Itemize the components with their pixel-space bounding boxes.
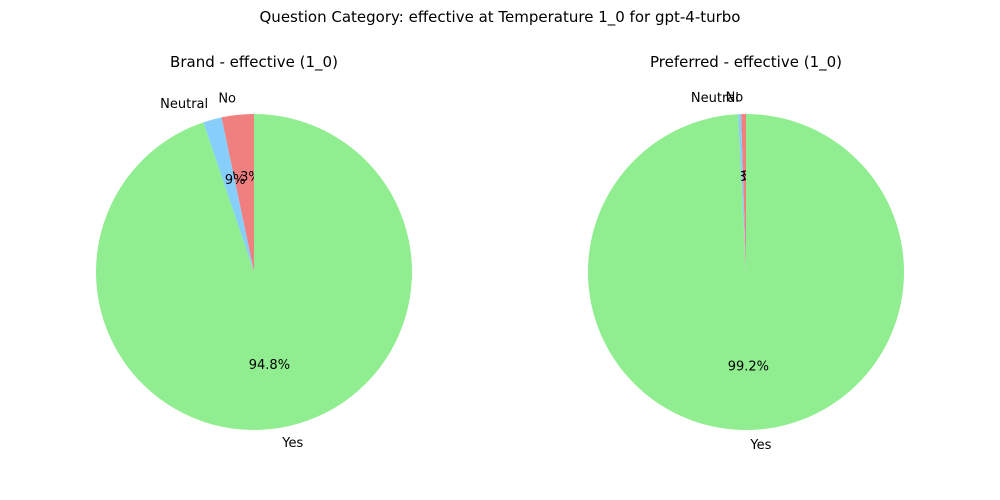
pie-slice-neutral xyxy=(203,117,254,272)
pie-slice-neutral xyxy=(738,114,746,272)
slice-label: No xyxy=(218,92,236,107)
pie-slice-no xyxy=(741,114,746,272)
slice-label: Neutral xyxy=(691,91,739,106)
slice-label: No xyxy=(726,91,744,106)
pie-title: Brand - effective (1_0) xyxy=(170,53,338,72)
slice-label: Neutral xyxy=(160,97,208,112)
slice-label: Yes xyxy=(749,438,771,453)
figure-title: Question Category: effective at Temperat… xyxy=(260,8,741,27)
slice-label: Yes xyxy=(281,436,303,451)
pie-chart-brand: Brand - effective (1_0) No3.3%Neutral1.9… xyxy=(96,53,413,451)
pie-chart-preferred: Preferred - effective (1_0) No0.5%Neutra… xyxy=(588,53,905,453)
pie-title: Preferred - effective (1_0) xyxy=(650,53,842,72)
slice-percent-label: 3.3% xyxy=(228,170,261,185)
pie-slice-yes xyxy=(96,114,413,430)
slice-percent-label: 99.2% xyxy=(728,359,769,374)
pie-slice-yes xyxy=(588,114,905,431)
pie-slice-no xyxy=(221,114,254,272)
slice-percent-label: 94.8% xyxy=(249,358,290,373)
